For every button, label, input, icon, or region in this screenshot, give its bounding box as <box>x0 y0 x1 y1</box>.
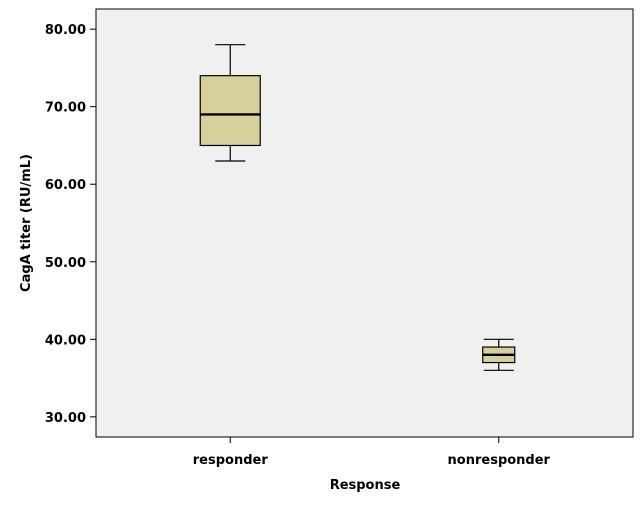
y-axis-title: CagA titer (RU/mL) <box>19 154 34 292</box>
y-axis: 30.00 40.00 50.00 60.00 70.00 80.00 <box>45 23 96 426</box>
y-tick-label: 70.00 <box>45 101 86 116</box>
y-tick-label: 60.00 <box>45 178 86 193</box>
y-tick-label: 50.00 <box>45 256 86 271</box>
y-tick-label: 80.00 <box>45 23 86 38</box>
x-tick-label: nonresponder <box>448 453 551 468</box>
iqr-box <box>199 75 261 147</box>
x-axis: responder nonresponder <box>193 437 551 468</box>
plot-area <box>95 8 634 438</box>
y-tick-label: 40.00 <box>45 333 86 348</box>
y-tick-label: 30.00 <box>45 411 86 426</box>
x-axis-title: Response <box>330 478 401 493</box>
box-nonresponder <box>482 338 516 371</box>
boxes <box>199 44 516 371</box>
x-tick-label: responder <box>193 453 269 468</box>
box-responder <box>199 44 261 162</box>
